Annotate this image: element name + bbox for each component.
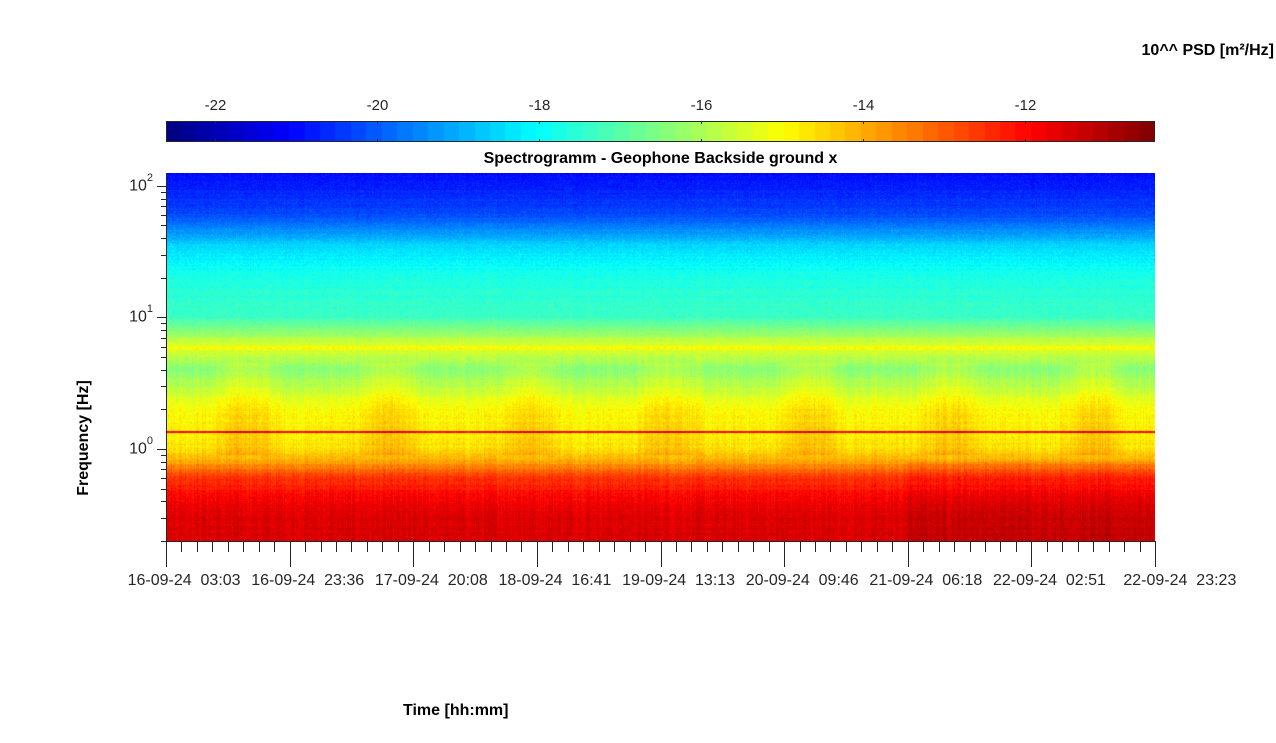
x-tick-label: 18-09-24 16:41 — [498, 572, 612, 589]
spectrogram-image — [166, 173, 1155, 541]
colorbar-title: 10^^ PSD [m²/Hz] — [1141, 42, 1274, 59]
x-tick-label: 21-09-24 06:18 — [869, 572, 983, 589]
x-tick-label: 16-09-24 03:03 — [127, 572, 241, 589]
x-tick-label: 20-09-24 09:46 — [745, 572, 859, 589]
x-tick-label: 22-09-24 23:23 — [1123, 572, 1237, 589]
chart-title: Spectrogramm - Geophone Backside ground … — [483, 150, 838, 167]
colorbar-tick-label: -16 — [690, 97, 713, 114]
colorbar — [166, 121, 1155, 142]
x-axis-label: Time [hh:mm] — [403, 702, 509, 719]
colorbar-tick-label: -18 — [528, 97, 551, 114]
colorbar-tick-label: -22 — [204, 97, 227, 114]
colorbar-tick-label: -12 — [1014, 97, 1037, 114]
x-tick-label: 16-09-24 23:36 — [251, 572, 365, 589]
colorbar-tick-label: -14 — [852, 97, 875, 114]
colorbar-frame — [166, 121, 1155, 142]
y-axis-label: Frequency [Hz] — [75, 380, 92, 496]
y-tick-label: 100 — [129, 435, 153, 458]
x-tick-label: 17-09-24 20:08 — [374, 572, 488, 589]
x-tick-label: 22-09-24 02:51 — [992, 572, 1106, 589]
y-tick-label: 101 — [129, 303, 153, 326]
x-tick-label: 19-09-24 13:13 — [622, 572, 736, 589]
y-tick-label: 102 — [129, 171, 153, 195]
colorbar-tick-label: -20 — [366, 97, 389, 114]
